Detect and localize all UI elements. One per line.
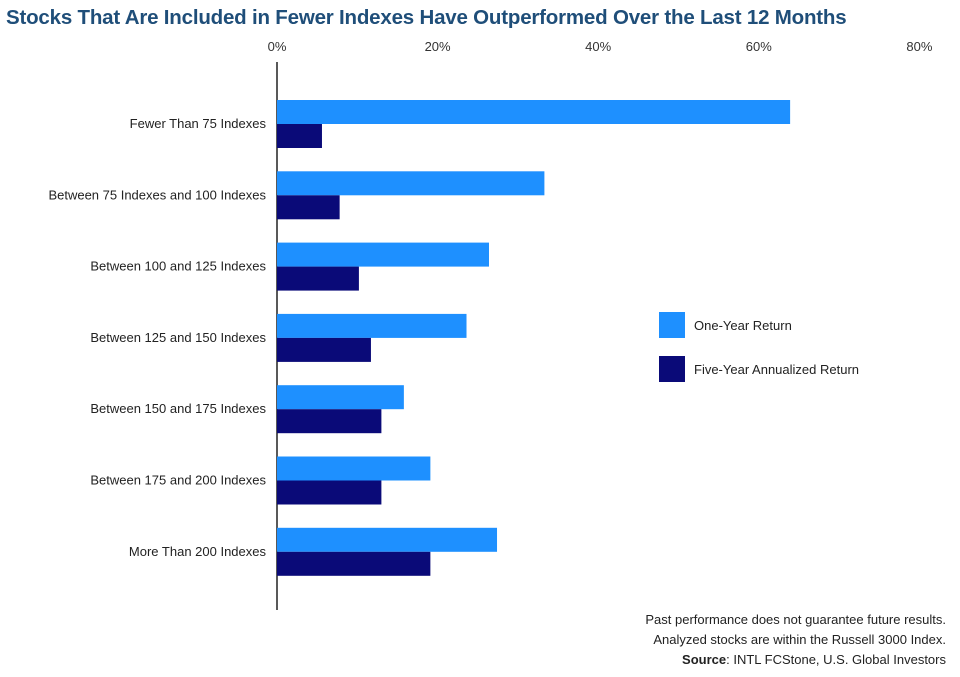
category-label: Between 175 and 200 Indexes	[90, 473, 266, 488]
bar-five-year-2	[277, 266, 359, 291]
bars	[277, 100, 791, 576]
category-label: Between 125 and 150 Indexes	[90, 330, 266, 345]
bar-one-year-2	[277, 242, 489, 267]
x-tick-label: 0%	[268, 39, 287, 54]
legend-label-five-year: Five-Year Annualized Return	[694, 362, 859, 377]
chart-title: Stocks That Are Included in Fewer Indexe…	[6, 6, 847, 29]
x-axis-ticks: 0% 20% 40% 60% 80%	[268, 39, 933, 54]
legend-swatch-five-year	[659, 356, 685, 382]
bar-one-year-0	[277, 100, 791, 124]
x-tick-label: 20%	[425, 39, 451, 54]
source-label: Source	[682, 652, 727, 667]
x-tick-label: 80%	[906, 39, 932, 54]
category-label: Between 75 Indexes and 100 Indexes	[48, 187, 266, 202]
bar-five-year-1	[277, 195, 340, 220]
x-tick-label: 40%	[585, 39, 611, 54]
footer-disclaimer: Past performance does not guarantee futu…	[645, 612, 946, 627]
footer-source: Source: INTL FCStone, U.S. Global Invest…	[645, 650, 946, 670]
bar-five-year-3	[277, 337, 371, 362]
bar-one-year-4	[277, 385, 404, 410]
source-text: : INTL FCStone, U.S. Global Investors	[726, 652, 946, 667]
category-label: More Than 200 Indexes	[129, 544, 267, 559]
legend: One-Year Return Five-Year Annualized Retu…	[659, 312, 859, 382]
category-label: Between 150 and 175 Indexes	[90, 401, 266, 416]
bar-five-year-5	[277, 480, 382, 505]
bar-one-year-5	[277, 456, 431, 481]
bar-five-year-4	[277, 409, 382, 434]
footer-note: Analyzed stocks are within the Russell 3…	[653, 632, 946, 647]
category-label: Between 100 and 125 Indexes	[90, 259, 266, 274]
category-label: Fewer Than 75 Indexes	[130, 116, 267, 131]
bar-five-year-6	[277, 551, 431, 576]
bar-one-year-3	[277, 313, 467, 338]
bar-one-year-6	[277, 527, 498, 552]
footer-notes: Past performance does not guarantee futu…	[645, 610, 946, 670]
category-labels: Fewer Than 75 Indexes Between 75 Indexes …	[48, 116, 266, 559]
bar-five-year-0	[277, 124, 322, 148]
x-tick-label: 60%	[746, 39, 772, 54]
legend-label-one-year: One-Year Return	[694, 318, 792, 333]
legend-swatch-one-year	[659, 312, 685, 338]
bar-one-year-1	[277, 171, 545, 196]
